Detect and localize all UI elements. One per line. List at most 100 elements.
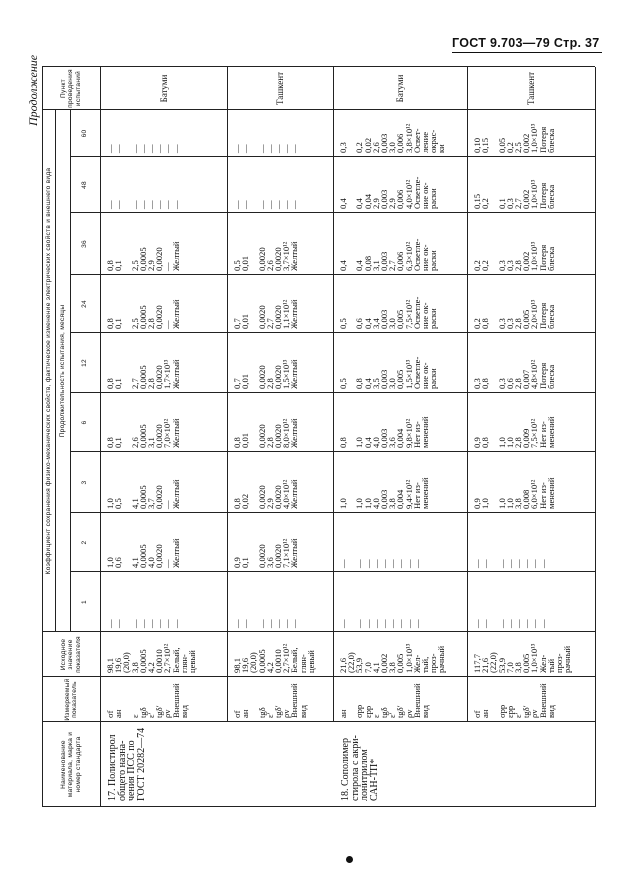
rule (100, 67, 102, 807)
value-cell-text: 0,7 0,01 0,0020 2,7 0,0020 1,1×10¹² Желт… (232, 299, 300, 330)
header-duration-text: Продолжительность испытания, месяцы (58, 304, 66, 438)
value-cell-text: — — — — — — — — (105, 200, 181, 209)
indicator-list: σf aн tgδ ε′ tgδ′ ρv Внешний вид (227, 677, 333, 722)
value-cell: 0,5 0,01 0,0020 2,6 0,0020 3,7×10¹² Желт… (227, 213, 333, 275)
value-cell-text: 1,0 0,5 4,1 0,0005 3,7 0,0020 — Желтый (105, 479, 181, 510)
header-indicator-text: Измеряемый показатель (63, 678, 79, 721)
value-cell-text: 1,0 1,0 1,0 4,0 0,003 3,8 0,004 9,4×10¹²… (338, 477, 431, 509)
value-cell-text: — — — — — — — (232, 144, 300, 153)
test-site-text: Батуми (158, 74, 169, 103)
value-cell-text: 0,4 0,4 0,08 3,1 0,003 2,7 0,006 6,3×10¹… (338, 238, 439, 271)
value-cell-text: 1,0 0,6 4,1 0,0005 4,0 0,0020 — Желтый (105, 538, 181, 569)
header-month: 24 (70, 275, 100, 333)
header-month-text: 2 (81, 540, 89, 545)
value-cell: 0,4 0,4 0,08 3,1 0,003 2,7 0,006 6,3×10¹… (333, 213, 467, 275)
value-cell: — — — — — — — — — (333, 572, 467, 632)
initial-values-text: 21,6 (22,0) 53,9 7,0 4,1 0,002 3,8 0,005… (338, 643, 447, 673)
header-month-text: 6 (81, 420, 89, 425)
value-cell: 0,8 0,1 2,7 0,0005 2,8 0,0020 1,7×10¹³ Ж… (100, 333, 227, 393)
material-name-text: 17. Полистирол общего назна- чения ПСС п… (107, 727, 147, 801)
value-cell: 0,9 1,0 1,0 1,0 3,8 0,008 6,0×10¹² Нет и… (467, 452, 595, 513)
value-cell: 0,8 0,1 2,5 0,0005 2,8 0,0020 — Желтый (100, 275, 227, 333)
material-name: 17. Полистирол общего назна- чения ПСС п… (100, 722, 227, 807)
table-border (42, 805, 595, 807)
value-cell-text: 0,2 0,8 0,3 0,3 2,8 0,005 2,0×10¹³ Потер… (472, 299, 556, 329)
value-cell: 1,0 0,5 4,1 0,0005 3,7 0,0020 — Желтый (100, 452, 227, 513)
value-cell: 0,8 0,02 0,0020 2,9 0,0020 4,0×10¹² Желт… (227, 452, 333, 513)
value-cell-text: 0,8 0,1 2,7 0,0005 2,8 0,0020 1,7×10¹³ Ж… (105, 359, 181, 390)
header-initial-text: Исходное значение показателя (59, 636, 82, 673)
header-month: 48 (70, 157, 100, 213)
table-border (42, 65, 595, 67)
value-cell: 0,4 0,4 0,04 2,9 0,003 2,9 0,006 4,0×10¹… (333, 157, 467, 213)
header-month: 1 (70, 572, 100, 632)
running-head: ГОСТ 9.703—79 Стр. 37 (452, 36, 602, 53)
header-name-text: Наименование материала, марка и номер ст… (59, 731, 82, 798)
value-cell: 0,8 0,1 2,5 0,0005 2,9 0,0020 — Желтый (100, 213, 227, 275)
initial-values: 21,6 (22,0) 53,9 7,0 4,1 0,002 3,8 0,005… (333, 632, 467, 677)
value-cell: — — — — — — — — (467, 513, 595, 572)
value-cell-text: — — — — — — — — (105, 619, 181, 628)
header-month-text: 60 (81, 129, 89, 138)
indicator-list-text: σf aн ε tgδ ε′ tgδ′ ρv Внешний вид (105, 683, 189, 718)
value-cell-text: 0,5 0,8 0,4 3,5 0,003 3,0 0,005 1,5×10¹³… (338, 356, 439, 389)
value-cell: 0,8 1,0 0,4 4,0 0,003 3,6 0,004 9,8×10¹²… (333, 393, 467, 452)
value-cell: — — — — — — — — (100, 572, 227, 632)
indicator-list: aн σрр εрр ε tgδ ε′ tgδ′ ρv Внешний вид (333, 677, 467, 722)
header-coefficient: Коэффициент сохранения физико-механическ… (42, 110, 55, 632)
header-duration: Продолжительность испытания, месяцы (55, 110, 70, 632)
value-cell: 0,5 0,6 0,4 3,4 0,003 3,0 0,005 7,5×10¹²… (333, 275, 467, 333)
header-month: 12 (70, 333, 100, 393)
indicator-list: σf aн ε tgδ ε′ tgδ′ ρv Внешний вид (100, 677, 227, 722)
indicator-list-text: σf aн tgδ ε′ tgδ′ ρv Внешний вид (232, 683, 308, 718)
bullet-mark (346, 856, 353, 863)
continuation-label: Продолжение (26, 54, 40, 126)
value-cell: 0,2 0,2 0,3 0,3 2,8 0,002 1,0×10¹³ Потер… (467, 213, 595, 275)
test-site: Батуми (333, 67, 467, 110)
header-month: 60 (70, 110, 100, 157)
header-month-text: 12 (81, 359, 89, 367)
initial-values-text: 98,1 19,6 (20,0) 3,8 0,0005 4,2 0,0010 2… (105, 643, 198, 673)
material-name (227, 722, 333, 807)
value-cell-text: 0,9 1,0 1,0 1,0 3,8 0,008 6,0×10¹² Нет и… (472, 477, 556, 509)
table-border (42, 67, 44, 807)
initial-values-text: 98,1 19,6 (20,0) 0,0005 4,2 0,0010 2,7×1… (232, 643, 316, 673)
header-month-text: 24 (81, 300, 89, 308)
value-cell: — — — — — — — (227, 572, 333, 632)
value-cell: — — — — — — — (227, 110, 333, 157)
value-cell-text: 0,2 0,2 0,3 0,3 2,8 0,002 1,0×10¹³ Потер… (472, 241, 556, 271)
header-month-text: 1 (81, 600, 89, 604)
row-rule (467, 67, 469, 722)
header-month: 6 (70, 393, 100, 452)
header-site: Пункт проведения испытаний (42, 67, 100, 110)
indicator-list-text: aн σрр εрр ε tgδ ε′ tgδ′ ρv Внешний вид (338, 683, 431, 718)
test-site: Ташкент (227, 67, 333, 110)
row-rule (227, 67, 229, 722)
value-cell: 0,7 0,01 0,0020 2,7 0,0020 1,1×10¹² Желт… (227, 275, 333, 333)
value-cell: — — — — — — — — (467, 572, 595, 632)
value-cell-text: 0,8 0,01 0,0020 2,8 0,0020 8,0×10¹² Желт… (232, 418, 300, 449)
value-cell-text: — — — — — — — — — (338, 619, 422, 628)
rule (70, 110, 71, 632)
header-month: 3 (70, 452, 100, 513)
value-cell-text: 0,7 0,01 0,0020 2,8 0,0020 1,5×10¹³ Желт… (232, 359, 300, 390)
value-cell-text: 0,8 0,1 2,5 0,0005 2,9 0,0020 — Желтый (105, 241, 181, 272)
indicator-list-text: σf aн σрр εрр ε′ tgδ′ ρv Внешний вид (472, 683, 556, 718)
data-table: Наименование материала, марка и номер ст… (42, 65, 597, 807)
value-cell: 1,0 0,6 4,1 0,0005 4,0 0,0020 — Желтый (100, 513, 227, 572)
value-cell-text: 0,5 0,6 0,4 3,4 0,003 3,0 0,005 7,5×10¹²… (338, 296, 439, 329)
value-cell: — — — — — — — — — (333, 513, 467, 572)
value-cell-text: — — — — — — — — (472, 619, 548, 628)
header-site-text: Пункт проведения испытаний (59, 69, 82, 108)
value-cell: 0,3 0,8 0,3 0,6 2,8 0,007 4,8×10¹² Потер… (467, 333, 595, 393)
value-cell-text: 0,5 0,01 0,0020 2,6 0,0020 3,7×10¹² Желт… (232, 241, 300, 272)
value-cell: 0,15 0,2 0,1 0,3 2,7 0,002 1,0×10¹³ Поте… (467, 157, 595, 213)
header-month-text: 3 (81, 480, 89, 485)
value-cell: 0,8 0,1 2,6 0,0005 3,1 0,0020 7,0×10¹² Ж… (100, 393, 227, 452)
value-cell: 0,2 0,8 0,3 0,3 2,8 0,005 2,0×10¹³ Потер… (467, 275, 595, 333)
header-month: 36 (70, 213, 100, 275)
column-rule (42, 721, 595, 722)
test-site-text: Ташкент (526, 71, 536, 106)
value-cell: 0,7 0,01 0,0020 2,8 0,0020 1,5×10¹³ Желт… (227, 333, 333, 393)
header-indicator: Измеряемый показатель (42, 677, 100, 722)
